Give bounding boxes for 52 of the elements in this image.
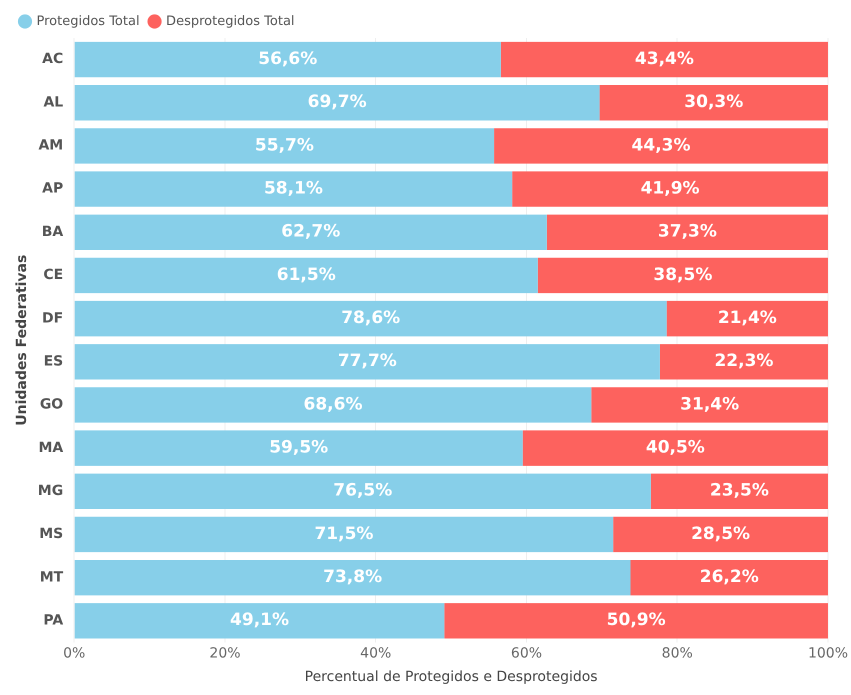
y-tick-label: ES	[44, 353, 64, 370]
y-tick-label: AC	[42, 51, 64, 68]
data-label: 28,5%	[691, 524, 750, 544]
data-label: 22,3%	[714, 351, 774, 372]
data-label: 26,2%	[700, 567, 759, 588]
data-label: 38,5%	[653, 264, 712, 285]
data-label: 40,5%	[646, 438, 705, 458]
x-tick-label: 20%	[209, 645, 241, 662]
y-tick-label: AP	[42, 180, 64, 197]
y-tick-label: MG	[38, 482, 64, 499]
y-tick-label: MS	[39, 526, 64, 542]
data-label: 43,4%	[634, 49, 694, 70]
data-label: 49,1%	[230, 610, 290, 630]
x-axis-title: Percentual de Protegidos e Desprotegidos	[304, 669, 598, 686]
data-label: 77,7%	[338, 351, 397, 372]
y-tick-label: MA	[38, 440, 64, 456]
y-tick-label: DF	[42, 310, 64, 326]
x-tick-label: 100%	[808, 645, 848, 662]
x-tick-label: 0%	[63, 645, 86, 662]
y-tick-label: GO	[40, 396, 64, 413]
legend-label: Desprotegidos Total	[166, 14, 295, 29]
y-axis-title: Unidades Federativas	[14, 254, 30, 426]
data-label: 71,5%	[314, 524, 374, 544]
data-label: 37,3%	[658, 222, 717, 242]
data-label: 76,5%	[333, 480, 392, 501]
data-label: 59,5%	[269, 438, 328, 458]
data-label: 55,7%	[254, 135, 314, 156]
data-label: 21,4%	[718, 308, 777, 328]
y-tick-label: AL	[43, 94, 64, 110]
data-label: 73,8%	[323, 567, 382, 588]
y-tick-label: PA	[43, 612, 64, 628]
x-tick-label: 80%	[662, 645, 693, 662]
data-label: 61,5%	[276, 264, 336, 285]
y-tick-label: MT	[40, 569, 64, 586]
data-label: 31,4%	[680, 394, 740, 414]
data-label: 23,5%	[710, 480, 769, 501]
data-label: 44,3%	[632, 135, 691, 156]
data-label: 58,1%	[264, 178, 323, 199]
data-label: 69,7%	[308, 92, 367, 112]
data-label: 30,3%	[684, 92, 744, 112]
x-tick-label: 40%	[360, 645, 392, 662]
legend-label: Protegidos Total	[36, 14, 140, 29]
data-label: 50,9%	[606, 610, 666, 630]
y-tick-label: BA	[42, 224, 64, 240]
y-tick-label: CE	[43, 267, 64, 284]
data-label: 41,9%	[640, 178, 700, 199]
data-label: 68,6%	[304, 394, 363, 414]
data-label: 62,7%	[281, 222, 340, 242]
y-tick-label: AM	[38, 138, 64, 154]
data-label: 56,6%	[258, 49, 318, 70]
data-label: 78,6%	[341, 308, 400, 328]
x-tick-label: 60%	[510, 645, 542, 662]
